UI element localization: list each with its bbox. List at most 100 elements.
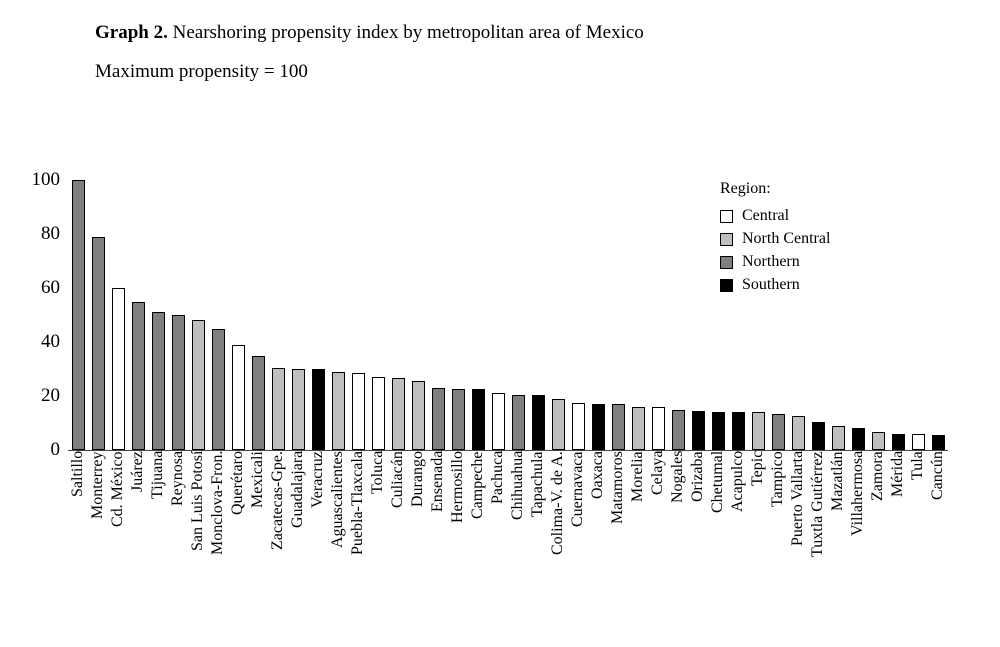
x-labels: Saltillo Monterrey Cd. México Juárez Tijuana… <box>68 451 948 643</box>
bar <box>471 389 485 450</box>
x-axis-label: Villahermosa <box>849 451 866 537</box>
bar <box>551 398 565 450</box>
bar <box>311 369 325 450</box>
x-axis-label: Nogales <box>669 451 686 504</box>
bar-cell <box>248 355 268 450</box>
x-axis-label: Celaya <box>649 451 666 496</box>
chart-title-block: Graph 2. Nearshoring propensity index by… <box>95 22 644 83</box>
bar-cell <box>608 404 628 450</box>
x-axis-label: Pachuca <box>489 451 506 505</box>
bar-cell <box>568 402 588 450</box>
legend-item: Northern <box>720 253 830 271</box>
bar-cell <box>908 433 928 450</box>
bar <box>171 315 185 450</box>
bar-cell <box>548 398 568 450</box>
bar-cell <box>848 428 868 450</box>
x-axis-label: Culiacán <box>389 451 406 508</box>
bar <box>211 328 225 450</box>
bar-cell <box>728 412 748 450</box>
y-tick-label: 20 <box>41 385 60 406</box>
bar <box>391 378 405 450</box>
bar-cell <box>328 371 348 450</box>
bar-cell <box>388 378 408 450</box>
bar <box>631 406 645 450</box>
x-axis-label: Puerto Vallarta <box>789 451 806 547</box>
x-axis-label: Juárez <box>129 451 146 492</box>
x-axis-label: Tuxtla Gutiérrez <box>809 451 826 557</box>
bar <box>511 394 525 450</box>
x-axis-label: Cancún <box>929 451 946 500</box>
x-axis-label: Saltillo <box>69 451 86 498</box>
y-tick-label: 0 <box>50 439 61 460</box>
bar-cell <box>168 315 188 450</box>
legend-item-label: Northern <box>742 253 800 270</box>
bar <box>771 413 785 450</box>
x-axis-label: Mérida <box>889 451 906 498</box>
x-axis-label: Tepic <box>749 451 766 487</box>
x-axis-label: Cuernavaca <box>569 451 586 527</box>
bar-cell <box>308 369 328 450</box>
bar <box>811 421 825 450</box>
bar <box>191 320 205 450</box>
bar <box>271 367 285 450</box>
x-axis-label: Reynosa <box>169 451 186 507</box>
legend-title: Region: <box>720 180 771 197</box>
bar <box>571 402 585 450</box>
x-axis-label: Durango <box>409 451 426 507</box>
bar <box>451 389 465 450</box>
bar-cell <box>508 394 528 450</box>
bar <box>491 393 505 450</box>
x-axis-label: Matamoros <box>609 451 626 524</box>
bar-cell <box>68 180 88 450</box>
x-axis-label: Acapulco <box>729 451 746 513</box>
legend-item-label: North Central <box>742 230 831 247</box>
x-axis-label: Ensenada <box>429 451 446 513</box>
x-axis-label: Tula <box>909 451 926 480</box>
legend: Region: Central North Central Northern Sout… <box>720 180 830 299</box>
bar <box>431 387 445 450</box>
x-axis-label: Toluca <box>369 451 386 495</box>
bar <box>691 410 705 450</box>
x-axis-label: Tijuana <box>149 451 166 500</box>
legend-swatch-icon <box>720 209 733 223</box>
bar-cell <box>868 432 888 450</box>
legend-swatch-icon <box>720 255 733 269</box>
legend-items: Central North Central Northern Southern <box>720 207 830 294</box>
bar <box>931 435 945 450</box>
bar-cell <box>688 410 708 450</box>
bar-cell <box>928 435 948 450</box>
bar-chart: 0 20 40 60 80 100 Saltillo Monterrey Cd. México… <box>18 169 948 643</box>
bar-cell <box>148 312 168 450</box>
x-axis-label: Tampico <box>769 451 786 507</box>
x-axis-label: Hermosillo <box>449 451 466 523</box>
chart-title-text: Nearshoring propensity index by metropol… <box>167 22 644 43</box>
bar <box>831 425 845 450</box>
bar-cell <box>208 328 228 450</box>
bar-cell <box>788 416 808 450</box>
bar-cell <box>348 373 368 450</box>
bar <box>851 428 865 450</box>
bar-cell <box>808 421 828 450</box>
bar <box>91 236 105 450</box>
chart-subtitle: Maximum propensity = 100 <box>95 60 308 82</box>
bar <box>591 404 605 450</box>
bar-cell <box>268 367 288 450</box>
bar-cell <box>88 236 108 450</box>
bar-cell <box>448 389 468 450</box>
legend-item: Southern <box>720 276 830 294</box>
x-axis-label: Mexicali <box>249 451 266 508</box>
bar <box>231 344 245 450</box>
bar <box>151 312 165 450</box>
x-axis-label: Monterrey <box>89 451 106 519</box>
x-axis-label: Veracruz <box>309 451 326 508</box>
bar <box>791 416 805 450</box>
bar-cell <box>668 409 688 450</box>
bar-cell <box>108 288 128 450</box>
legend-swatch-icon <box>720 232 733 246</box>
x-axis-label: Puebla-Tlaxcala <box>349 451 366 555</box>
bar <box>331 371 345 450</box>
x-axis-label: Chetumal <box>709 451 726 514</box>
bar-cell <box>128 301 148 450</box>
bar <box>131 301 145 450</box>
legend-swatch-icon <box>720 278 733 292</box>
